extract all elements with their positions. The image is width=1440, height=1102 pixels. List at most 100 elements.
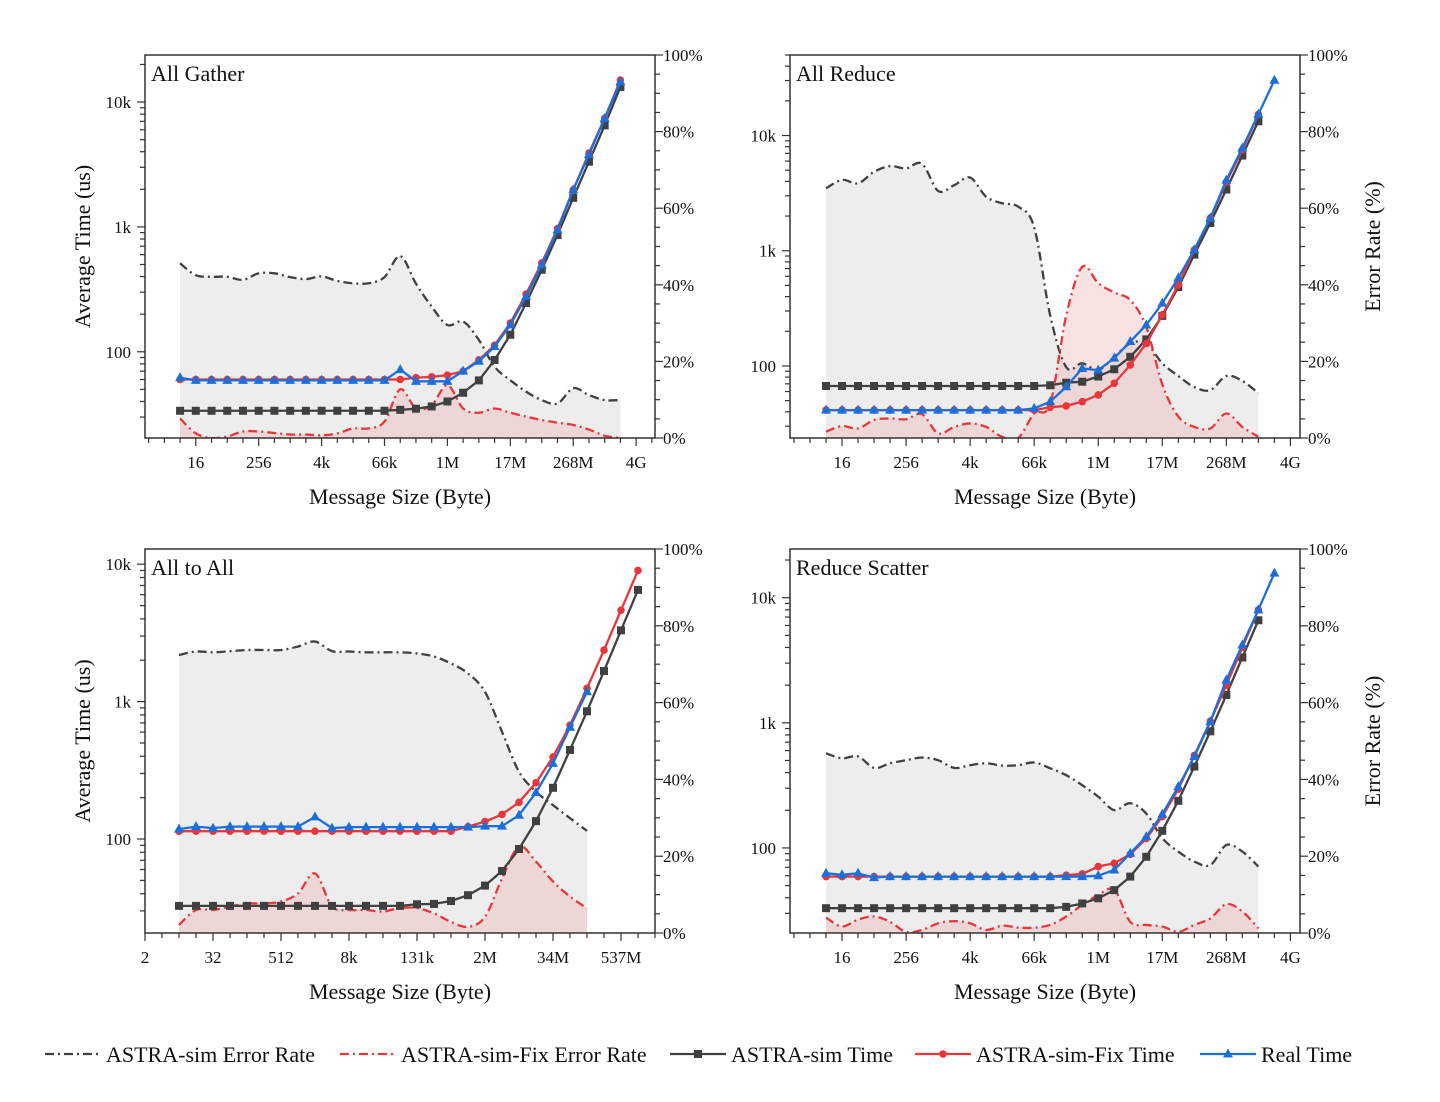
data-point-black <box>176 406 185 415</box>
data-point-black <box>950 904 959 913</box>
y-tick-label-left: 10k <box>751 127 777 146</box>
data-point-black <box>301 406 310 415</box>
x-tick-label: 4k <box>313 453 331 472</box>
data-point-blue <box>344 821 354 831</box>
data-point-blue <box>310 811 320 821</box>
data-point-black <box>966 904 975 913</box>
x-tick-label: 16 <box>834 453 851 472</box>
data-point-blue <box>821 867 832 877</box>
data-point-black <box>1046 381 1055 390</box>
data-point-blue <box>568 184 579 194</box>
data-point-blue <box>426 375 437 385</box>
data-point-black <box>490 355 499 364</box>
data-point-blue <box>1253 108 1264 118</box>
chart-title: All to All <box>151 555 234 580</box>
y-tick-label-left: 100 <box>106 830 132 849</box>
legend-item-black: ASTRA-sim Time <box>670 1042 893 1067</box>
data-point-blue <box>316 374 327 384</box>
data-point-blue <box>965 404 976 414</box>
data-point-blue <box>548 757 558 767</box>
data-point-blue <box>1157 297 1168 307</box>
data-point-black <box>380 406 389 415</box>
series-line-black <box>179 589 640 908</box>
legend-marker-square <box>694 1050 702 1058</box>
data-point-blue <box>361 821 371 831</box>
y-tick-label-right: 20% <box>663 847 694 866</box>
data-point-black <box>277 901 285 910</box>
y-tick-label-right: 40% <box>1308 276 1339 295</box>
data-point-black <box>209 901 217 910</box>
data-point-black <box>515 844 523 853</box>
data-point-black <box>243 901 251 910</box>
data-point-black <box>950 382 959 391</box>
data-point-black <box>1254 616 1263 625</box>
data-point-red <box>1110 379 1119 388</box>
data-point-black <box>430 899 438 908</box>
data-point-blue <box>395 821 405 831</box>
data-point-black <box>583 707 591 716</box>
x-tick-label: 16 <box>187 453 204 472</box>
data-point-blue <box>917 871 928 881</box>
x-tick-label: 268M <box>1206 453 1247 472</box>
data-point-black <box>396 405 405 414</box>
data-point-black <box>886 904 895 913</box>
data-point-blue <box>222 374 233 384</box>
x-tick-label: 8k <box>341 948 359 967</box>
data-point-blue <box>1093 364 1104 374</box>
data-point-blue <box>583 149 594 159</box>
data-point-black <box>207 406 216 415</box>
data-point-blue <box>1029 871 1040 881</box>
data-point-blue <box>615 76 626 86</box>
x-tick-label: 1M <box>436 453 460 472</box>
data-point-black <box>396 901 404 910</box>
legend-item-blue: Real Time <box>1200 1042 1352 1067</box>
series-line-black <box>826 619 1260 910</box>
y-axis-label-right: Error Rate (%) <box>1360 676 1385 807</box>
data-point-blue <box>378 821 388 831</box>
data-point-red <box>600 646 608 654</box>
x-tick-label: 256 <box>893 453 919 472</box>
data-point-black <box>1078 899 1087 908</box>
data-point-blue <box>933 404 944 414</box>
y-tick-label-left: 1k <box>114 693 132 712</box>
y-tick-label-right: 80% <box>663 617 694 636</box>
data-point-blue <box>505 319 516 329</box>
data-point-black <box>522 298 531 307</box>
data-point-black <box>870 382 879 391</box>
data-point-black <box>1238 151 1247 160</box>
data-point-black <box>553 231 562 240</box>
legend-label: ASTRA-sim Time <box>731 1042 893 1067</box>
x-tick-label: 2M <box>473 948 497 967</box>
y-tick-label-right: 100% <box>1308 46 1348 65</box>
data-point-blue <box>514 809 524 819</box>
data-point-blue <box>1045 871 1056 881</box>
y-axis-label-right: Error Rate (%) <box>1360 181 1385 312</box>
data-point-blue <box>458 365 469 375</box>
data-point-blue <box>1157 808 1168 818</box>
data-point-blue <box>1189 244 1200 254</box>
data-point-blue <box>1253 604 1264 614</box>
data-point-blue <box>1045 396 1056 406</box>
data-point-blue <box>191 821 201 831</box>
x-tick-label: 17M <box>1146 948 1178 967</box>
x-tick-label: 17M <box>494 453 526 472</box>
legend-label: ASTRA-sim Error Rate <box>106 1042 315 1067</box>
data-point-black <box>549 783 557 792</box>
data-point-black <box>1094 894 1103 903</box>
data-point-red <box>311 827 319 835</box>
data-point-red <box>1158 311 1167 319</box>
chart-title: All Gather <box>151 61 245 86</box>
data-point-black <box>345 901 353 910</box>
data-point-black <box>569 193 578 202</box>
data-point-blue <box>1237 639 1248 649</box>
series-line-red <box>179 570 640 833</box>
x-tick-label: 4G <box>1280 453 1301 472</box>
y-tick-label-right: 20% <box>1308 352 1339 371</box>
y-axis-label-left: Average Time (us) <box>70 165 95 328</box>
y-tick-label-left: 1k <box>759 714 777 733</box>
data-point-black <box>998 382 1007 391</box>
data-point-black <box>566 745 574 754</box>
data-point-blue <box>853 867 864 877</box>
data-point-black <box>506 330 515 339</box>
data-point-blue <box>327 822 337 832</box>
